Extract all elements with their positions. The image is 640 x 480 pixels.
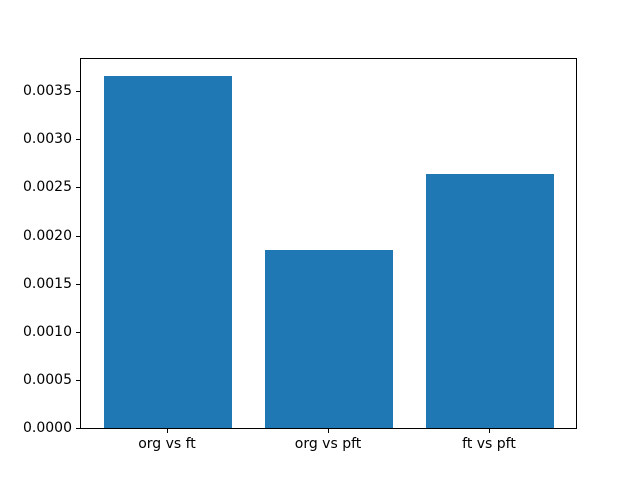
x-tick-mark	[167, 429, 168, 433]
y-tick-mark	[76, 235, 80, 237]
x-tick-mark	[489, 429, 490, 433]
y-tick-label: 0.0025	[23, 179, 72, 196]
y-tick-mark	[76, 428, 80, 429]
y-tick-mark	[76, 379, 80, 381]
y-tick-mark	[76, 283, 80, 285]
y-tick-mark	[76, 139, 80, 141]
y-tick-mark	[76, 187, 80, 189]
y-tick-label: 0.0010	[23, 323, 72, 340]
y-tick-label: 0.0030	[23, 131, 72, 148]
x-tick-mark	[328, 429, 329, 433]
y-tick-label: 0.0015	[23, 275, 72, 292]
bar-ft-vs-pft	[425, 173, 555, 428]
plot-area	[80, 58, 577, 429]
y-tick-label: 0.0005	[23, 371, 72, 388]
y-tick-label: 0.0035	[23, 83, 72, 100]
bar-org-vs-ft	[103, 75, 233, 428]
bar-org-vs-pft	[264, 249, 394, 428]
y-tick-mark	[76, 91, 80, 93]
y-tick-label: 0.0020	[23, 227, 72, 244]
x-tick-label: ft vs pft	[462, 436, 516, 452]
x-tick-label: org vs ft	[138, 436, 196, 452]
y-tick-label: 0.0000	[23, 420, 72, 436]
y-tick-mark	[76, 331, 80, 333]
x-tick-label: org vs pft	[294, 436, 362, 452]
